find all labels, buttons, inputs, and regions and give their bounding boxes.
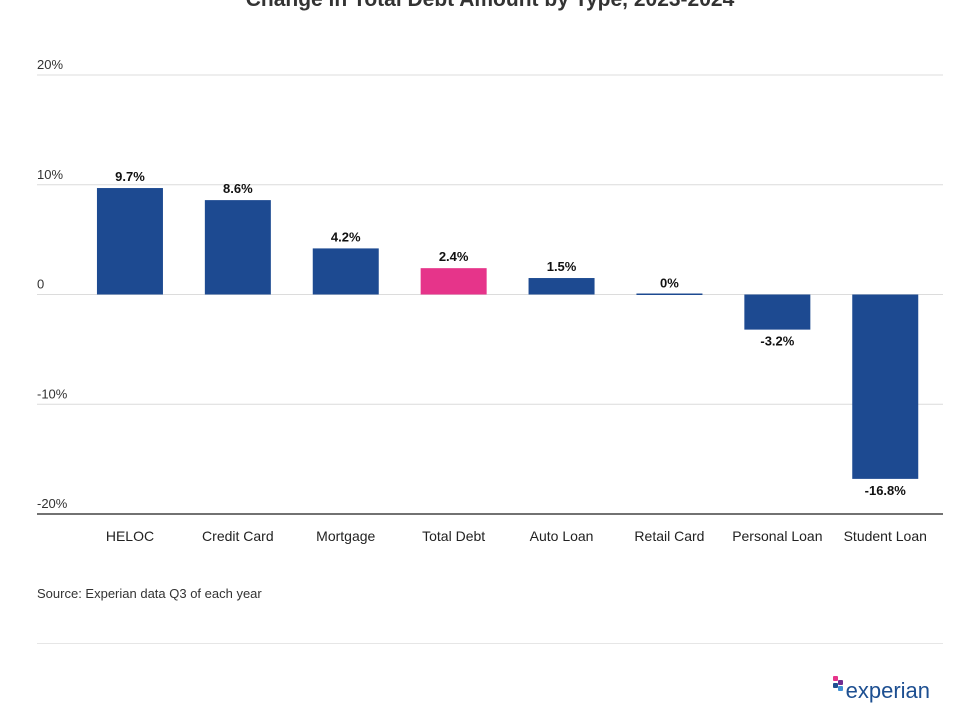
- bar-auto-loan: [528, 278, 595, 295]
- brand-wordmark: experian: [845, 678, 930, 703]
- bar-mortgage: [312, 248, 379, 295]
- chart-title: Change in Total Debt Amount by Type, 202…: [0, 0, 980, 12]
- bar-personal-loan: [744, 294, 811, 330]
- y-tick-label: 0: [37, 277, 44, 292]
- y-tick-label: 20%: [37, 57, 63, 72]
- source-note: Source: Experian data Q3 of each year: [37, 586, 262, 601]
- bar-student-loan: [852, 294, 919, 479]
- y-tick-label: 10%: [37, 167, 63, 182]
- data-label: 0%: [660, 276, 679, 291]
- bar-retail-card: [636, 293, 703, 295]
- labels: 20% 10% 0 -10% -20% 9.7% HELOC 8.6% Credit Card 4…: [37, 57, 927, 544]
- category-label: Retail Card: [634, 528, 704, 544]
- y-tick-label: -20%: [37, 496, 68, 511]
- category-label: Total Debt: [422, 528, 485, 544]
- data-label: -3.2%: [760, 334, 794, 349]
- category-label: Personal Loan: [732, 528, 822, 544]
- data-label: 4.2%: [331, 229, 361, 244]
- data-label: 2.4%: [439, 249, 469, 264]
- category-label: Student Loan: [844, 528, 927, 544]
- bar-credit-card: [204, 200, 271, 295]
- bars: [96, 188, 919, 479]
- bar-chart: 20% 10% 0 -10% -20% 9.7% HELOC 8.6% Credit Card 4…: [37, 57, 943, 544]
- brand-logo: experian: [832, 676, 930, 706]
- bar-heloc: [96, 188, 163, 295]
- data-label: 8.6%: [223, 181, 253, 196]
- y-tick-label: -10%: [37, 386, 68, 401]
- category-label: HELOC: [106, 528, 154, 544]
- data-label: -16.8%: [865, 483, 907, 498]
- brand-dots-icon: [832, 676, 844, 691]
- bar-total-debt: [420, 268, 487, 295]
- category-label: Credit Card: [202, 528, 274, 544]
- category-label: Mortgage: [316, 528, 375, 544]
- data-label: 9.7%: [115, 169, 145, 184]
- footer-divider: [37, 643, 943, 644]
- category-label: Auto Loan: [530, 528, 594, 544]
- data-label: 1.5%: [547, 259, 577, 274]
